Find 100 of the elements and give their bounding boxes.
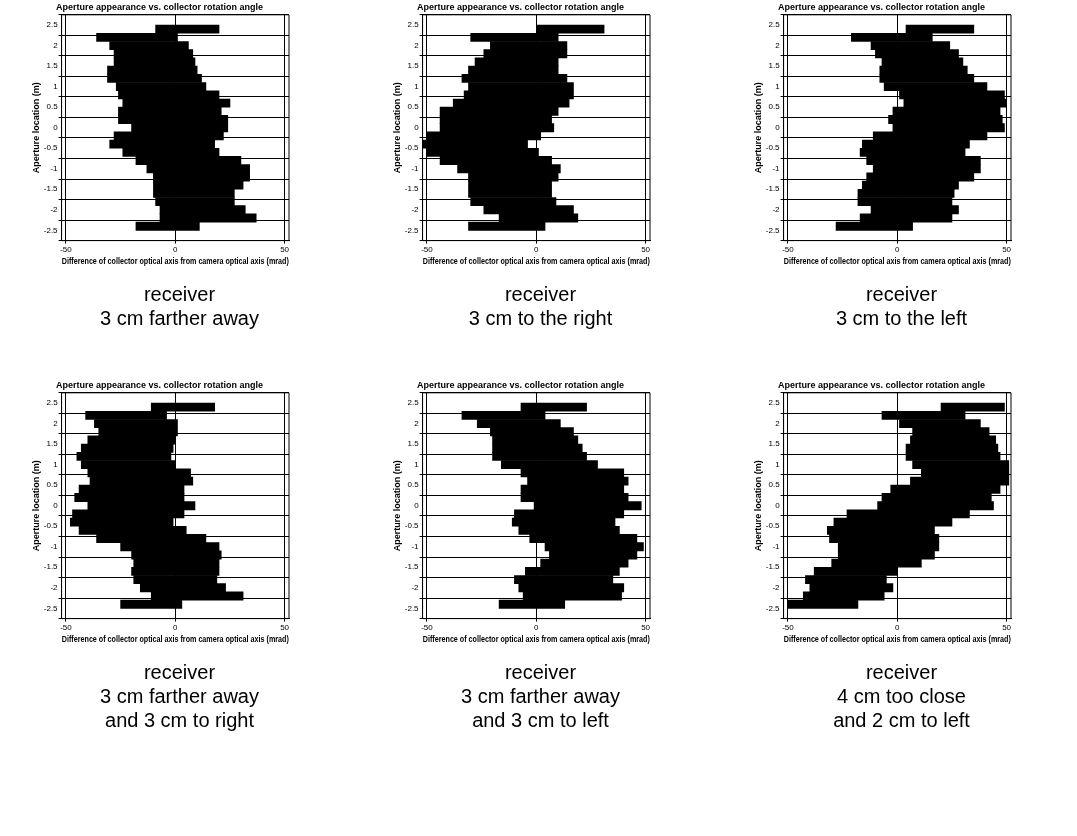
y-tick-label: 2 (775, 40, 781, 50)
y-tick-label: 2.5 (46, 398, 59, 408)
chart-title: Aperture appearance vs. collector rotation angle (55, 379, 264, 390)
x-tick-label: 0 (895, 244, 901, 254)
y-tick-label: 2.5 (46, 20, 59, 30)
text: 4 cm too close (836, 684, 967, 708)
text: and 2 cm to left (832, 708, 971, 732)
x-tick-label: -50 (60, 622, 73, 632)
text: receiver (864, 660, 939, 684)
y-tick-label: 0 (775, 500, 781, 510)
text: receiver (503, 660, 578, 684)
x-tick-label: 50 (1002, 622, 1012, 632)
y-tick-label: 2 (53, 418, 59, 428)
y-axis-title: Aperture location (m) (752, 460, 763, 552)
y-tick-label: -1.5 (404, 184, 420, 194)
y-tick-label: 0.5 (46, 102, 59, 112)
x-tick-label: -50 (60, 244, 73, 254)
x-tick-label: -50 (421, 622, 434, 632)
chart-title: Aperture appearance vs. collector rotation angle (416, 379, 625, 390)
y-tick-label: -2 (411, 205, 420, 215)
chart-title: Aperture appearance vs. collector rotation angle (777, 1, 986, 12)
y-tick-label: 1.5 (46, 439, 59, 449)
y-tick-label: -1.5 (765, 184, 781, 194)
x-axis-title: Difference of collector optical axis from camera optical axis (mrad) (783, 634, 1012, 645)
x-axis-title: Difference of collector optical axis from camera optical axis (mrad) (61, 634, 290, 645)
x-tick-label: 50 (641, 622, 651, 632)
text: 3 cm to the right (467, 306, 614, 330)
y-tick-label: -2 (772, 205, 781, 215)
y-tick-label: 2.5 (407, 398, 420, 408)
text: 3 cm farther away (99, 684, 260, 708)
y-tick-label: -1.5 (43, 562, 59, 572)
y-tick-label: 1.5 (407, 439, 420, 449)
y-tick-label: 2 (414, 40, 420, 50)
y-tick-label: -1 (772, 541, 781, 551)
text: receiver (142, 660, 217, 684)
y-tick-label: 0.5 (407, 480, 420, 490)
y-tick-label: -1 (50, 163, 59, 173)
chart-title: Aperture appearance vs. collector rotation angle (55, 1, 264, 12)
text: 3 cm farther away (460, 684, 621, 708)
y-axis-title: Aperture location (m) (391, 460, 402, 552)
y-tick-label: -0.5 (404, 143, 420, 153)
y-axis-title: Aperture location (m) (30, 460, 41, 552)
y-tick-label: -1 (772, 163, 781, 173)
y-tick-label: 2 (414, 418, 420, 428)
x-axis-title: Difference of collector optical axis from camera optical axis (mrad) (783, 256, 1012, 267)
y-tick-label: 1 (775, 81, 781, 91)
y-axis-title: Aperture location (m) (752, 82, 763, 174)
y-tick-label: 0.5 (768, 102, 781, 112)
text: 3 cm farther away (99, 306, 260, 330)
y-tick-label: 1 (775, 459, 781, 469)
text: and 3 cm to right (104, 708, 255, 732)
y-tick-label: -2.5 (765, 225, 781, 235)
y-tick-label: -0.5 (765, 521, 781, 531)
x-tick-label: 50 (641, 244, 651, 254)
y-tick-label: -0.5 (765, 143, 781, 153)
text: and 3 cm to left (471, 708, 610, 732)
y-tick-label: 1.5 (768, 61, 781, 71)
y-tick-label: -1 (50, 541, 59, 551)
y-tick-label: -2 (772, 583, 781, 593)
y-axis-title: Aperture location (m) (391, 82, 402, 174)
x-tick-label: 50 (280, 244, 290, 254)
y-tick-label: -2 (50, 583, 59, 593)
x-tick-label: 0 (534, 622, 540, 632)
text: receiver (503, 282, 578, 306)
y-tick-label: -0.5 (404, 521, 420, 531)
y-tick-label: 1 (53, 81, 59, 91)
y-tick-label: -0.5 (43, 143, 59, 153)
y-tick-label: 2.5 (407, 20, 420, 30)
text: 3 cm to the left (834, 306, 969, 330)
y-tick-label: 0 (414, 122, 420, 132)
text: receiver (864, 282, 939, 306)
y-tick-label: -2.5 (404, 225, 420, 235)
y-tick-label: 1 (414, 459, 420, 469)
y-tick-label: -1.5 (404, 562, 420, 572)
y-tick-label: -0.5 (43, 521, 59, 531)
y-tick-label: -2.5 (43, 225, 59, 235)
y-tick-label: 2.5 (768, 398, 781, 408)
y-tick-label: 2.5 (768, 20, 781, 30)
x-tick-label: 0 (173, 622, 179, 632)
chart-title: Aperture appearance vs. collector rotation angle (777, 379, 986, 390)
x-axis-title: Difference of collector optical axis from camera optical axis (mrad) (422, 256, 651, 267)
y-tick-label: 0 (53, 122, 59, 132)
x-tick-label: 0 (534, 244, 540, 254)
y-tick-label: 1.5 (768, 439, 781, 449)
x-tick-label: 0 (895, 622, 901, 632)
y-tick-label: -2.5 (404, 603, 420, 613)
y-tick-label: 1 (414, 81, 420, 91)
y-tick-label: 1.5 (46, 61, 59, 71)
chart-title: Aperture appearance vs. collector rotation angle (416, 1, 625, 12)
y-tick-label: 0.5 (46, 480, 59, 490)
y-tick-label: 2 (53, 40, 59, 50)
y-tick-label: 2 (775, 418, 781, 428)
text: receiver (142, 282, 217, 306)
y-tick-label: -1 (411, 163, 420, 173)
x-tick-label: -50 (782, 622, 795, 632)
y-tick-label: -1 (411, 541, 420, 551)
x-axis-title: Difference of collector optical axis from camera optical axis (mrad) (422, 634, 651, 645)
x-tick-label: 50 (1002, 244, 1012, 254)
y-tick-label: -2.5 (765, 603, 781, 613)
x-tick-label: 50 (280, 622, 290, 632)
